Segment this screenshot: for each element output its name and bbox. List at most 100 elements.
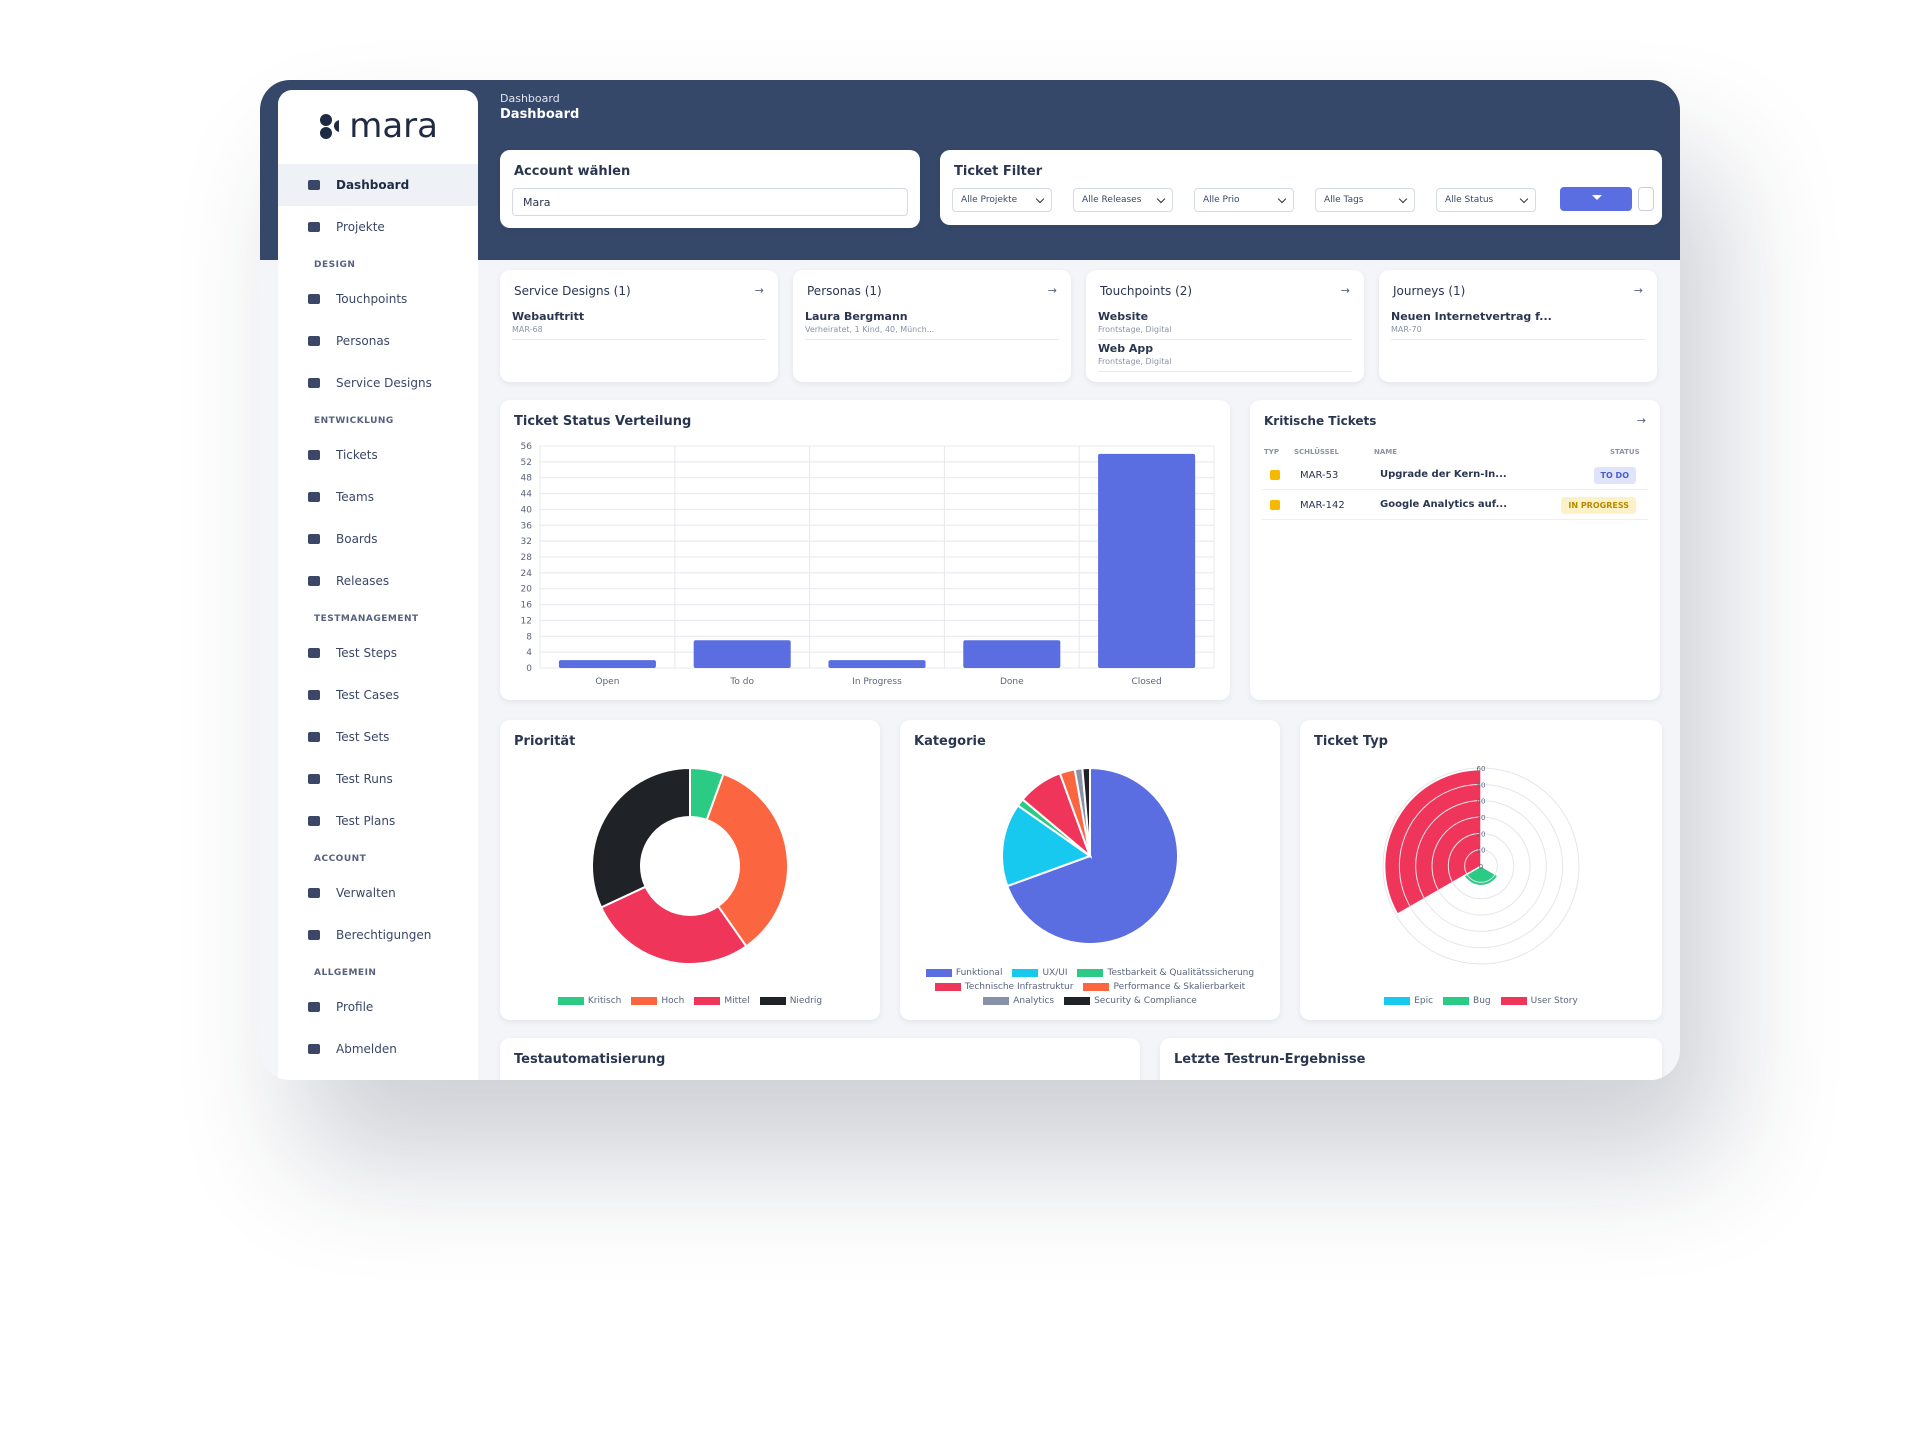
legend-swatch bbox=[1064, 997, 1091, 1005]
summary-card: Journeys (1) → Neuen Internetvertrag f... M… bbox=[1379, 270, 1657, 382]
summary-item[interactable]: Webauftritt MAR-68 bbox=[512, 310, 766, 340]
legend-item: Hoch bbox=[631, 996, 684, 1006]
nav-item[interactable]: Test Runs bbox=[278, 758, 478, 800]
filter-select[interactable]: Alle Releases bbox=[1073, 188, 1173, 212]
summary-item[interactable]: Laura Bergmann Verheiratet, 1 Kind, 40, M… bbox=[805, 310, 1059, 340]
chart-title: Kategorie bbox=[914, 734, 986, 749]
nav-item[interactable]: Boards bbox=[278, 518, 478, 560]
nav-item[interactable]: Projekte bbox=[278, 206, 478, 248]
nav-item[interactable]: Profile bbox=[278, 986, 478, 1028]
legend-item: Kritisch bbox=[557, 996, 621, 1006]
nav-item[interactable]: Berechtigungen bbox=[278, 914, 478, 956]
refresh-button[interactable] bbox=[1638, 187, 1654, 211]
legend: Kritisch Hoch Mittel Niedrig bbox=[510, 996, 870, 1006]
card-title: Letzte Testrun-Ergebnisse bbox=[1174, 1052, 1366, 1067]
filter-select[interactable]: Alle Projekte bbox=[952, 188, 1052, 212]
nav-item[interactable]: Abmelden bbox=[278, 1028, 478, 1070]
ticket-name: Upgrade der Kern-In... bbox=[1380, 469, 1507, 480]
account-card: Account wählen Mara bbox=[500, 150, 920, 228]
logo-mark bbox=[320, 114, 340, 139]
legend-item: UX/UI bbox=[1012, 968, 1067, 978]
card-arrow[interactable]: → bbox=[754, 284, 764, 297]
bar bbox=[693, 640, 791, 668]
nav-item[interactable]: Teams bbox=[278, 476, 478, 518]
table-row[interactable]: MAR-53 Upgrade der Kern-In... TO DO bbox=[1262, 462, 1648, 490]
pie-slice bbox=[591, 766, 691, 909]
nav-section: ENTWICKLUNG bbox=[314, 416, 394, 426]
nav-item[interactable]: Personas bbox=[278, 320, 478, 362]
legend-item: Bug bbox=[1443, 996, 1491, 1006]
filter-select[interactable]: Alle Tags bbox=[1315, 188, 1415, 212]
type-icon bbox=[1270, 500, 1280, 510]
legend-label: Security & Compliance bbox=[1094, 996, 1197, 1006]
grid-circle bbox=[1447, 832, 1515, 900]
table-header: TYP bbox=[1264, 448, 1279, 456]
chart-card: Priorität Kritisch Hoch Mittel Niedrig bbox=[500, 720, 880, 1020]
nav-item[interactable]: Touchpoints bbox=[278, 278, 478, 320]
nav-item[interactable]: Test Steps bbox=[278, 632, 478, 674]
ticket-key: MAR-142 bbox=[1300, 500, 1345, 511]
filter-select[interactable]: Alle Status bbox=[1436, 188, 1536, 212]
card-title: Journeys (1) bbox=[1393, 284, 1466, 298]
card-arrow[interactable]: → bbox=[1636, 414, 1646, 427]
nav-item[interactable]: Test Plans bbox=[278, 800, 478, 842]
nav-item[interactable]: Dashboard bbox=[278, 164, 478, 206]
y-tick-label: 40 bbox=[521, 505, 533, 515]
legend-label: Bug bbox=[1473, 996, 1491, 1006]
legend-label: Funktional bbox=[955, 968, 1003, 978]
sidebar: mara Dashboard Projekte DESIGN Touchpoint… bbox=[278, 90, 478, 1080]
nav-item[interactable]: Service Designs bbox=[278, 362, 478, 404]
filter-button[interactable] bbox=[1560, 187, 1632, 211]
summary-item[interactable]: Neuen Internetvertrag f... MAR-70 bbox=[1391, 310, 1645, 340]
y-tick-label: 20 bbox=[521, 585, 533, 595]
logo[interactable]: mara bbox=[278, 100, 478, 164]
type-icon bbox=[1270, 470, 1280, 480]
y-tick-label: 52 bbox=[521, 458, 532, 468]
status-badge: IN PROGRESS bbox=[1561, 497, 1636, 514]
nav-label: Personas bbox=[336, 334, 390, 348]
account-input[interactable]: Mara bbox=[512, 188, 908, 216]
nav-label: Boards bbox=[336, 532, 378, 546]
legend-swatch bbox=[1083, 983, 1110, 991]
nav-item[interactable]: Test Sets bbox=[278, 716, 478, 758]
nav-icon bbox=[308, 534, 320, 544]
legend-swatch bbox=[1077, 969, 1104, 977]
nav-item[interactable]: Tickets bbox=[278, 434, 478, 476]
pie-slice bbox=[1001, 804, 1093, 888]
grid-circle bbox=[1464, 849, 1498, 883]
nav-icon bbox=[308, 294, 320, 304]
card-arrow[interactable]: → bbox=[1340, 284, 1350, 297]
chart-title: Priorität bbox=[514, 734, 576, 749]
summary-item[interactable]: Website Frontstage, Digital bbox=[1098, 310, 1352, 340]
card-arrow[interactable]: → bbox=[1047, 284, 1057, 297]
x-tick-label: In Progress bbox=[852, 677, 902, 687]
nav-item[interactable]: Verwalten bbox=[278, 872, 478, 914]
bar bbox=[1098, 453, 1196, 668]
filter-select[interactable]: Alle Prio bbox=[1194, 188, 1294, 212]
chart-title: Ticket Status Verteilung bbox=[514, 414, 692, 429]
nav-item[interactable]: Releases bbox=[278, 560, 478, 602]
legend-label: Hoch bbox=[661, 996, 685, 1006]
nav-icon bbox=[308, 1002, 320, 1012]
nav-groups: DESIGN Touchpoints Personas Service Designs… bbox=[278, 248, 478, 1070]
nav-item[interactable]: Test Cases bbox=[278, 674, 478, 716]
chart-card: Ticket Typ 0 10 20 30 40 50 60 Epic Bug User Sto… bbox=[1300, 720, 1662, 1020]
item-name: Neuen Internetvertrag f... bbox=[1391, 310, 1552, 323]
legend-label: Technische Infrastruktur bbox=[964, 982, 1074, 992]
critical-tickets-card: Kritische Tickets → TYP SCHLÜSSEL NAME STAT… bbox=[1250, 400, 1660, 700]
item-name: Web App bbox=[1098, 342, 1154, 355]
r-tick-label: 10 bbox=[1477, 847, 1486, 855]
table-row[interactable]: MAR-142 Google Analytics auf... IN PROGRES… bbox=[1262, 492, 1648, 520]
legend-item: Funktional bbox=[925, 968, 1003, 978]
summary-item[interactable]: Web App Frontstage, Digital bbox=[1098, 342, 1352, 372]
card-arrow[interactable]: → bbox=[1633, 284, 1643, 297]
pie-slice bbox=[705, 772, 789, 948]
testrun-card: Letzte Testrun-Ergebnisse bbox=[1160, 1038, 1662, 1080]
card-title: Kritische Tickets bbox=[1264, 414, 1377, 428]
breadcrumb-text: Dashboard bbox=[500, 92, 560, 105]
legend-label: Testbarkeit & Qualitätssicherung bbox=[1107, 968, 1255, 978]
status-badge: TO DO bbox=[1593, 467, 1636, 484]
logo-text: mara bbox=[349, 106, 438, 146]
legend-swatch bbox=[1012, 969, 1039, 977]
